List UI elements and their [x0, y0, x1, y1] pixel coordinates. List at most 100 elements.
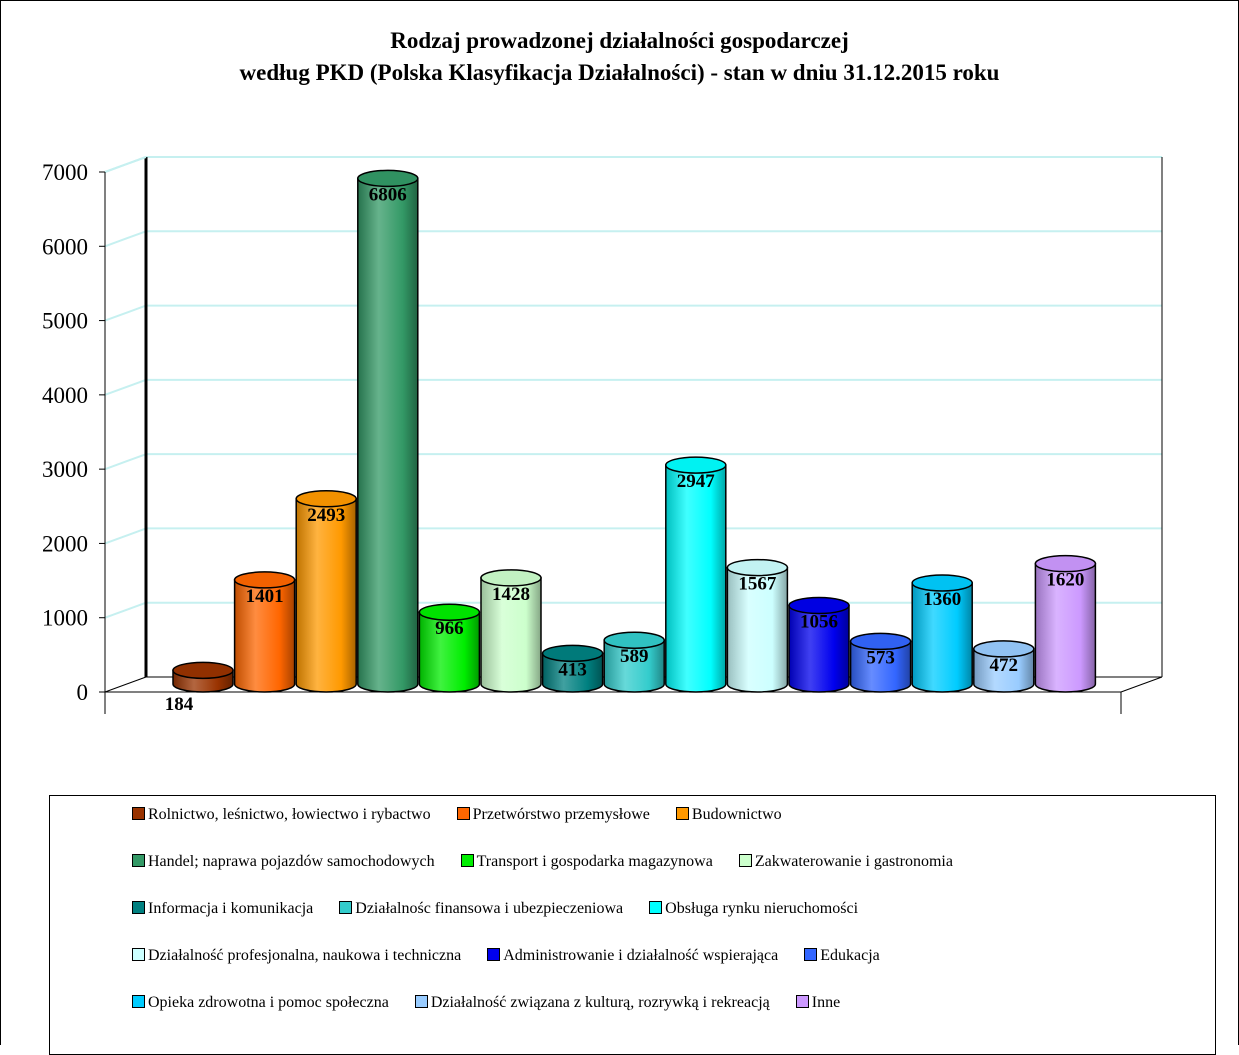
bar	[1034, 554, 1097, 693]
legend-item: Handel; naprawa pojazdów samochodowych	[132, 853, 435, 871]
bar	[788, 596, 850, 693]
bar-top	[233, 571, 296, 589]
legend-swatch	[132, 995, 145, 1008]
bar-top	[357, 169, 419, 188]
bar-body	[726, 566, 789, 693]
bar-top	[849, 632, 912, 651]
legend-label: Handel; naprawa pojazdów samochodowych	[148, 853, 435, 870]
data-label: 1360	[923, 589, 961, 610]
gridline-side	[104, 378, 147, 396]
chart-subtitle: według PKD (Polska Klasyfikacja Działaln…	[239, 60, 1000, 85]
bar	[911, 574, 973, 693]
legend-label: Rolnictwo, leśnictwo, łowiectwo i rybact…	[148, 806, 431, 823]
legend-item: Edukacja	[804, 947, 880, 965]
legend-item: Działalność profesjonalna, naukowa i tec…	[132, 947, 461, 965]
bar-body	[911, 582, 973, 693]
data-label: 1428	[492, 584, 530, 605]
legend-label: Działalność związana z kulturą, rozrywką…	[430, 994, 770, 1011]
y-tick-label: 6000	[42, 234, 88, 259]
legend-item: Administrowanie i działalność wspierając…	[487, 947, 778, 965]
data-label: 589	[620, 646, 649, 667]
legend-item: Transport i gospodarka magazynowa	[460, 853, 713, 871]
bar-top	[541, 644, 604, 663]
bar-top	[1034, 554, 1097, 573]
data-label: 2947	[677, 471, 716, 492]
bar-body	[788, 604, 850, 693]
data-label: 2493	[307, 505, 345, 526]
legend-label: Obsługa rynku nieruchomości	[665, 900, 859, 917]
legend-label: Budownictwo	[691, 806, 782, 823]
bar	[973, 640, 1035, 693]
legend-label: Działalnośc finansowa i ubezpieczeniowa	[355, 900, 624, 917]
legend-label: Transport i gospodarka magazynowa	[476, 853, 713, 870]
bar-top	[973, 640, 1035, 658]
legend-label: Opieka zdrowotna i pomoc społeczna	[148, 994, 389, 1011]
legend-item: Informacja i komunikacja	[132, 900, 313, 918]
bar-top	[911, 574, 973, 592]
y-tick-label: 5000	[42, 309, 88, 334]
bar-body	[480, 577, 542, 693]
bar	[726, 558, 789, 693]
bar-body	[603, 639, 665, 693]
legend-item: Opieka zdrowotna i pomoc społeczna	[132, 994, 389, 1012]
bar-top	[480, 569, 542, 587]
legend-swatch	[339, 901, 353, 914]
y-tick-label: 7000	[42, 160, 88, 185]
legend-item: Inne	[795, 994, 841, 1012]
legend-label: Zakwaterowanie i gastronomia	[754, 853, 953, 870]
bar	[295, 490, 357, 693]
data-label: 1567	[738, 574, 777, 595]
legend-swatch	[460, 854, 474, 867]
bar-top	[172, 661, 234, 680]
gridline-side	[104, 230, 147, 248]
bar-body	[541, 652, 604, 693]
y-tick-label: 1000	[42, 606, 88, 631]
legend-row: Rolnictwo, leśnictwo, łowiectwo i rybact…	[132, 806, 808, 826]
data-label: 413	[558, 659, 587, 680]
bar-body	[849, 640, 912, 693]
bar	[233, 571, 296, 693]
gridline-side	[104, 453, 147, 471]
bar-body	[357, 177, 419, 693]
legend-swatch	[132, 854, 145, 867]
data-label: 1056	[800, 612, 838, 633]
y-tick-label: 0	[77, 680, 89, 705]
y-tick-label: 2000	[42, 531, 88, 556]
bar	[357, 169, 419, 693]
bar	[172, 661, 234, 693]
y-tick-label: 4000	[42, 383, 88, 408]
legend-row: Informacja i komunikacja Działalnośc fina…	[132, 900, 884, 920]
data-label: 1620	[1046, 570, 1084, 591]
bar-body	[418, 611, 481, 693]
legend-item: Obsługa rynku nieruchomości	[649, 900, 858, 918]
legend-label: Informacja i komunikacja	[148, 900, 314, 917]
legend-label: Przetwórstwo przemysłowe	[472, 806, 650, 823]
bar-body	[233, 579, 296, 693]
legend-item: Budownictwo	[675, 806, 782, 824]
bar-chart: 0 1000 2000 3000 4000 5000 6000 7000 184 1401 2493…	[42, 156, 1163, 715]
bar-body	[1034, 562, 1097, 693]
legend-swatch	[649, 901, 663, 914]
legend-row: Działalność profesjonalna, naukowa i tec…	[132, 947, 906, 967]
chart-legend: Rolnictwo, leśnictwo, łowiectwo i rybact…	[49, 795, 1216, 1055]
legend-swatch	[795, 995, 809, 1008]
bar	[603, 631, 665, 693]
gridline-side	[104, 601, 147, 619]
bar-body	[665, 464, 727, 693]
bar	[665, 456, 727, 693]
legend-row: Handel; naprawa pojazdów samochodowych Tr…	[132, 853, 979, 873]
bar-top	[295, 490, 357, 508]
data-label: 966	[435, 618, 464, 639]
legend-item: Rolnictwo, leśnictwo, łowiectwo i rybact…	[132, 806, 431, 824]
top-edge	[104, 156, 147, 173]
legend-swatch	[132, 948, 145, 961]
legend-swatch	[132, 901, 145, 914]
bar	[541, 644, 604, 693]
legend-label: Działalność profesjonalna, naukowa i tec…	[148, 947, 462, 964]
legend-swatch	[456, 807, 470, 820]
legend-label: Inne	[811, 994, 841, 1011]
bar	[849, 632, 912, 693]
bar-top	[665, 456, 727, 474]
chart-title: Rodzaj prowadzonej działalności gospodar…	[390, 28, 849, 53]
legend-swatch	[487, 948, 501, 961]
